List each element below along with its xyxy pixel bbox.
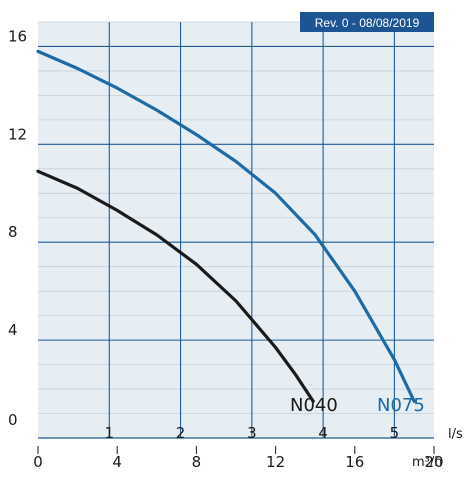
series-label-n075: N075 bbox=[377, 395, 425, 416]
x-secondary-tick-label: 4 bbox=[318, 424, 328, 442]
y-tick-label: 0 bbox=[8, 411, 18, 429]
x-secondary-axis-ticks: 1 2 3 4 5 bbox=[105, 424, 400, 442]
major-grid bbox=[38, 22, 434, 439]
x-axis-ticks: 0 4 8 12 16 20 bbox=[33, 446, 444, 471]
x-secondary-axis-label: l/s bbox=[448, 427, 463, 442]
y-tick-label: 4 bbox=[8, 321, 18, 339]
series-line-n075 bbox=[36, 49, 416, 403]
y-tick-label: 12 bbox=[8, 125, 27, 143]
y-axis-ticks: 0 4 8 12 16 bbox=[8, 27, 27, 429]
plot-background bbox=[38, 22, 434, 438]
x-tick-label: 0 bbox=[33, 453, 43, 471]
x-tick-label: 4 bbox=[112, 453, 122, 471]
series-group bbox=[36, 49, 416, 403]
x-tick-label: 16 bbox=[345, 453, 364, 471]
y-tick-label: 16 bbox=[8, 27, 27, 45]
series-label-n040: N040 bbox=[290, 395, 338, 416]
x-tick-label: 12 bbox=[266, 453, 285, 471]
x-tick-label: 8 bbox=[192, 453, 202, 471]
revision-text: Rev. 0 - 08/08/2019 bbox=[315, 16, 420, 30]
x-secondary-tick-label: 2 bbox=[176, 424, 186, 442]
x-secondary-tick-label: 3 bbox=[247, 424, 257, 442]
series-line-n040 bbox=[36, 169, 315, 403]
x-tick-label: 20 bbox=[424, 453, 443, 471]
y-tick-label: 8 bbox=[8, 223, 18, 241]
x-secondary-tick-label: 1 bbox=[105, 424, 115, 442]
x-secondary-tick-label: 5 bbox=[390, 424, 400, 442]
x-axis-label: m³/h bbox=[412, 455, 443, 470]
revision-badge bbox=[300, 12, 434, 32]
